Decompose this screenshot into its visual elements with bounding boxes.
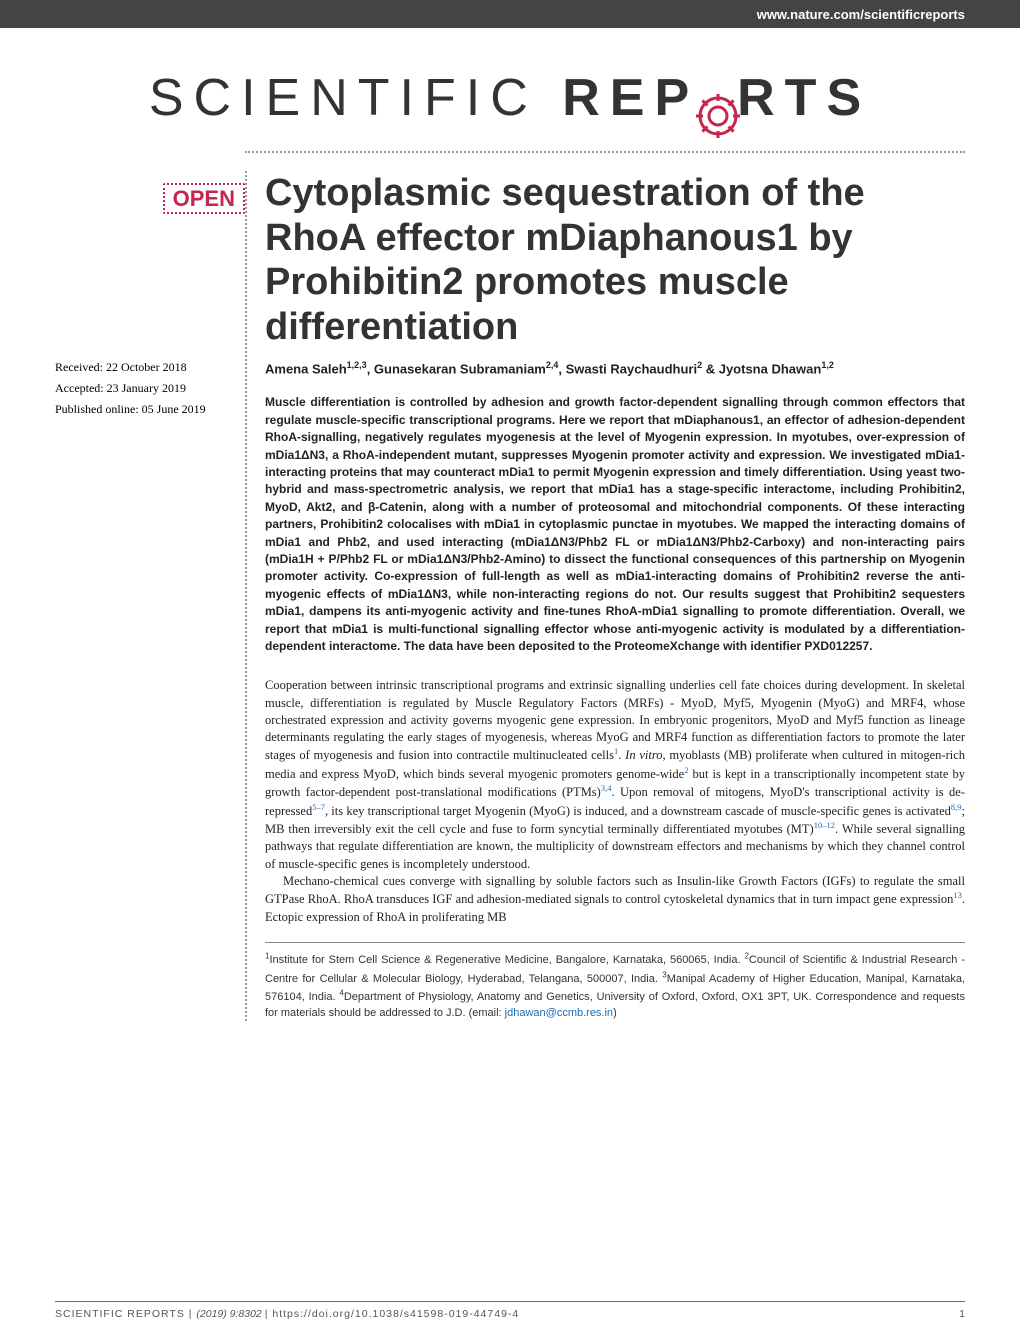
ref-link[interactable]: 13	[953, 890, 962, 900]
footer-left: SCIENTIFIC REPORTS | (2019) 9:8302 | htt…	[55, 1308, 519, 1320]
affiliations: 1Institute for Stem Cell Science & Regen…	[265, 942, 965, 1021]
email-link[interactable]: jdhawan@ccmb.res.in	[505, 1007, 613, 1019]
published-date: Published online: 05 June 2019	[55, 400, 245, 419]
body-text: Cooperation between intrinsic transcript…	[265, 677, 965, 925]
footer: SCIENTIFIC REPORTS | (2019) 9:8302 | htt…	[55, 1301, 965, 1320]
content-wrapper: OPEN Received: 22 October 2018 Accepted:…	[0, 153, 1020, 1021]
logo-rep: REP	[562, 69, 699, 127]
ref-link[interactable]: 10–12	[814, 820, 835, 830]
logo-scientific: SCIENTIFIC	[149, 69, 562, 127]
abstract: Muscle differentiation is controlled by …	[265, 394, 965, 655]
open-badge: OPEN	[163, 183, 245, 214]
article-title: Cytoplasmic sequestration of the RhoA ef…	[265, 171, 965, 350]
body-para-1: Cooperation between intrinsic transcript…	[265, 677, 965, 873]
ref-link[interactable]: 5–7	[312, 802, 325, 812]
footer-journal: SCIENTIFIC REPORTS	[55, 1308, 185, 1320]
footer-doi: | https://doi.org/10.1038/s41598-019-447…	[265, 1308, 520, 1320]
header-url[interactable]: www.nature.com/scientificreports	[757, 7, 965, 22]
footer-details: (2019) 9:8302	[196, 1308, 264, 1320]
right-column: Cytoplasmic sequestration of the RhoA ef…	[245, 171, 965, 1021]
logo-rts: RTS	[737, 69, 871, 127]
header-bar: www.nature.com/scientificreports	[0, 0, 1020, 28]
page-number: 1	[959, 1308, 965, 1320]
accepted-date: Accepted: 23 January 2019	[55, 379, 245, 398]
journal-logo: SCIENTIFIC REP RTS	[0, 28, 1020, 151]
publication-dates: Received: 22 October 2018 Accepted: 23 J…	[55, 358, 245, 420]
authors: Amena Saleh1,2,3, Gunasekaran Subramania…	[265, 360, 965, 376]
received-date: Received: 22 October 2018	[55, 358, 245, 377]
left-column: OPEN Received: 22 October 2018 Accepted:…	[55, 171, 245, 1021]
gear-icon	[693, 91, 743, 146]
ref-link[interactable]: 3,4	[601, 783, 612, 793]
ref-link[interactable]: 8,9	[951, 802, 962, 812]
body-para-2: Mechano-chemical cues converge with sign…	[265, 873, 965, 926]
